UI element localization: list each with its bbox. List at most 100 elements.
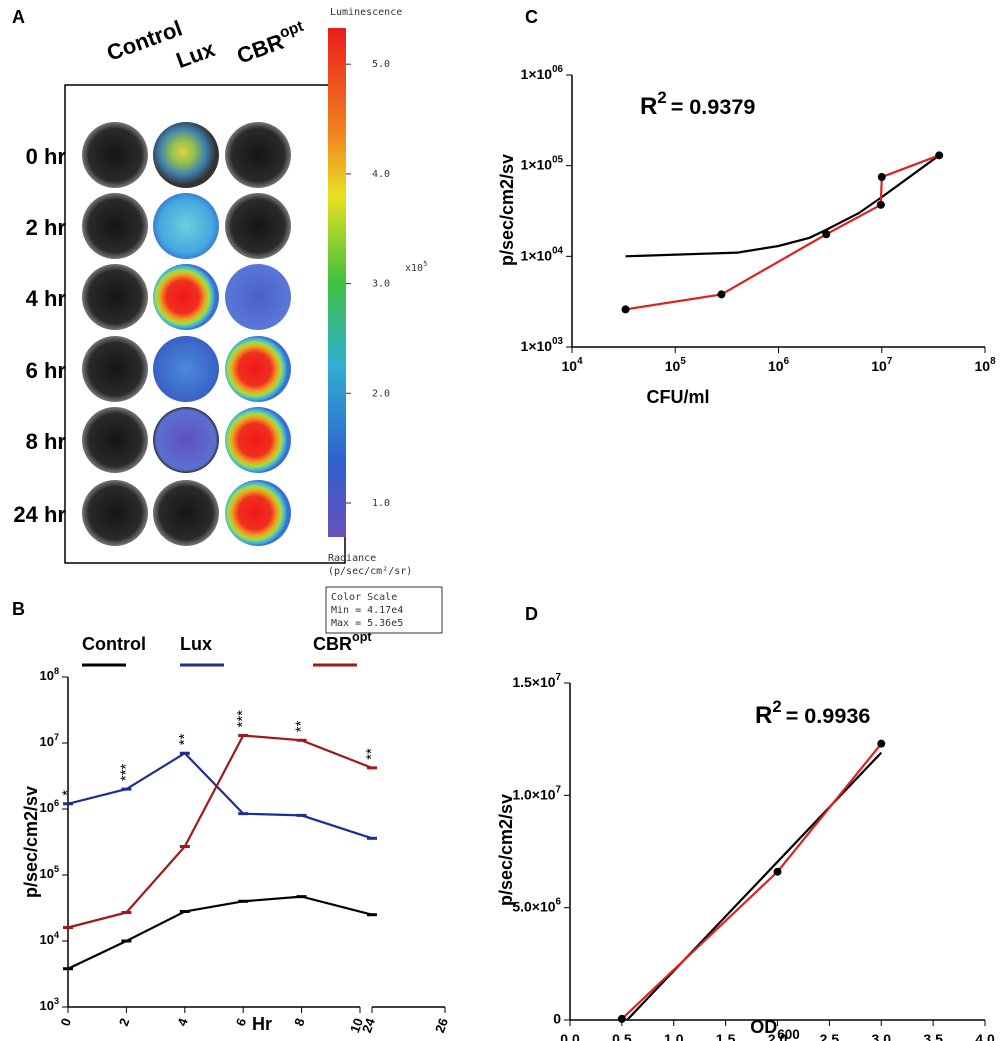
y-tick-label-sup: 3 (54, 996, 59, 1006)
significance-label: ** (363, 748, 380, 760)
point (617, 1014, 626, 1023)
x-tick-label-main: 4.0 (975, 1031, 995, 1041)
x-tick-label: 3.0 (872, 1031, 892, 1041)
y-tick-label-main: 10 (39, 998, 53, 1013)
scale-box (325, 586, 443, 634)
legend-label-main: Control (82, 634, 146, 654)
point (935, 151, 944, 160)
x-tick-label-main: 10 (768, 358, 784, 374)
column-label: Control (103, 15, 185, 65)
colorbar-multiplier-main: x10 (405, 263, 423, 274)
x-tick-label: 107 (871, 356, 893, 374)
significance-label: *** (117, 763, 134, 781)
colorbar-tick-label-main: 5.0 (372, 59, 390, 70)
x-tick-label: 106 (768, 356, 790, 374)
r-squared-main: R (755, 702, 772, 729)
y-tick-label-main: 10 (39, 866, 53, 881)
y-axis-label: p/sec/cm2/sv (21, 786, 41, 898)
point (877, 172, 886, 181)
y-tick-label-main: 10 (39, 800, 53, 815)
significance-label: ** (176, 733, 193, 745)
series-line (621, 743, 883, 1020)
x-tick-label: 0.5 (612, 1031, 632, 1041)
well (82, 193, 148, 259)
x-tick-label: 4 (174, 1015, 191, 1028)
x-tick-label-main: 0.0 (560, 1031, 580, 1041)
scale-min: Min = 4.17e4 (331, 605, 403, 616)
row-label: 8 hr (26, 429, 67, 454)
scale-max: Max = 5.36e5 (331, 618, 403, 629)
x-tick-label-main: 10 (665, 358, 681, 374)
x-tick-label-main: 0.5 (612, 1031, 632, 1041)
panel-label: C (525, 7, 538, 27)
point (877, 739, 886, 748)
column-label-sup: opt (277, 17, 305, 41)
x-tick-label: 8 (291, 1016, 308, 1028)
well (153, 193, 219, 259)
y-tick-label-main: 1.5×10 (512, 674, 555, 690)
x-axis-label-main: OD (750, 1017, 777, 1037)
y-tick-label-main: 10 (39, 668, 53, 683)
x-tick-label: 0.0 (560, 1031, 580, 1041)
colorbar-multiplier: x105 (405, 260, 427, 274)
x-tick-label: 1.5 (716, 1031, 736, 1041)
y-tick-label-sup: 03 (552, 336, 563, 347)
y-tick-label: 1.5×107 (512, 672, 561, 690)
well (82, 264, 148, 330)
colorbar-title: Luminescence (330, 7, 402, 18)
r-squared-sup: 2 (772, 697, 781, 716)
y-tick-label-sup: 04 (552, 245, 563, 256)
y-tick-label: 1×1005 (521, 155, 564, 173)
well (225, 264, 291, 330)
point (773, 867, 782, 876)
well (225, 193, 291, 259)
r-squared: R2 = 0.9379 (640, 88, 755, 120)
legend-label-sup: opt (352, 630, 372, 644)
y-tick-label-sup: 7 (556, 784, 562, 795)
legend-label: CBRopt (313, 630, 372, 653)
well (225, 407, 291, 473)
y-tick-label-sup: 4 (54, 930, 60, 940)
series-line (625, 154, 940, 311)
x-axis-label-main: CFU/ml (647, 387, 710, 407)
row-label: 2 hr (26, 215, 67, 240)
point (876, 200, 885, 209)
y-tick-label-main: 1×10 (521, 247, 553, 263)
quantity: Radiance (328, 553, 376, 564)
x-tick-label-sup: 7 (887, 356, 893, 367)
y-tick-label-sup: 7 (556, 672, 562, 683)
well (153, 122, 219, 188)
x-tick-label-main: 2.0 (768, 1031, 788, 1041)
well (82, 480, 148, 546)
x-tick-label-sup: 8 (990, 356, 996, 367)
point (717, 290, 726, 299)
well (153, 407, 219, 473)
y-tick-label-sup: 8 (54, 666, 59, 676)
row-label: 4 hr (26, 286, 67, 311)
series-line (67, 895, 373, 970)
unit: (p/sec/cm²/sr) (328, 566, 412, 577)
colorbar-tick-label: 3.0 (372, 279, 390, 290)
y-tick-label-sup: 05 (552, 155, 563, 166)
r-squared-suffix: = 0.9379 (671, 94, 756, 119)
y-tick-label-main: 1×10 (521, 156, 553, 172)
y-axis-label: p/sec/cm2/sv (496, 794, 516, 906)
column-label-main: Control (103, 15, 185, 65)
well (82, 122, 148, 188)
colorbar-tick-label-main: 1.0 (372, 498, 390, 509)
r-squared: R2 = 0.9936 (755, 697, 870, 729)
x-tick-label-main: 10 (561, 358, 577, 374)
y-tick-label-main: 1×10 (521, 338, 553, 354)
y-tick-label: 0 (553, 1011, 561, 1027)
row-label: 6 hr (26, 358, 67, 383)
colorbar-multiplier-sup: 5 (423, 260, 427, 268)
scale-title: Color Scale (331, 592, 397, 603)
colorbar-tick-label-main: 3.0 (372, 279, 390, 290)
y-tick-label-main: 1×10 (521, 66, 553, 82)
y-tick-label-sup: 5 (54, 864, 59, 874)
colorbar-tick-label: 1.0 (372, 498, 390, 509)
colorbar-tick-label: 2.0 (372, 388, 390, 399)
significance-label: *** (234, 710, 251, 728)
x-tick-label-sup: 4 (577, 356, 583, 367)
